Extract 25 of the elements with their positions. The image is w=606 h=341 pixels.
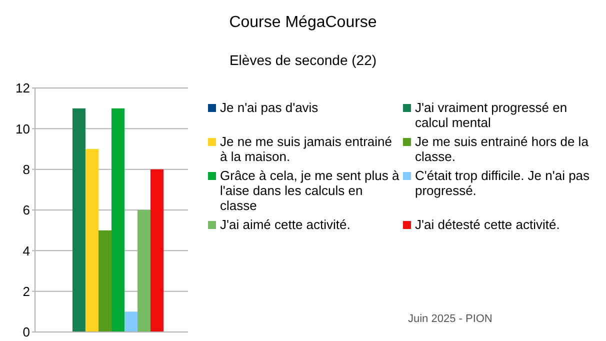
bar [72, 108, 86, 332]
bar [137, 210, 150, 332]
bar [111, 108, 124, 332]
legend-label: J'ai aimé cette activité. [220, 217, 352, 232]
y-tick-label: 0 [22, 324, 30, 340]
y-tick-label: 10 [16, 121, 30, 136]
legend-label: Grâce à cela, je me sent plus à l'aise dans les calculs en classe [220, 168, 400, 213]
bar [85, 149, 98, 332]
text: Juin 2025 - PION [408, 313, 492, 325]
y-tick-label: 8 [22, 162, 30, 177]
legend-label: C'était trop difficile. Je n'ai pas progressé. [415, 168, 591, 198]
legend-label: J'ai détesté cette activité. [415, 217, 561, 232]
text: Course MégaCourse [228, 14, 378, 32]
text: Elèves de seconde (22) [228, 52, 378, 68]
y-tick-label: 2 [22, 284, 30, 299]
legend-label: J'ai vraiment progressé en calcul mental [415, 100, 568, 130]
legend-label: Je n'ai pas d'avis [220, 100, 320, 115]
bar [98, 230, 112, 332]
bar [124, 312, 138, 332]
legend-label: Je ne me suis jamais entrainé à la maison. [220, 134, 393, 164]
y-tick-label: 4 [22, 243, 30, 258]
bar [150, 169, 164, 332]
legend-label: Je me suis entrainé hors de la classe. [415, 134, 590, 164]
y-tick-label: 6 [22, 202, 30, 218]
y-tick-label: 12 [16, 80, 30, 96]
